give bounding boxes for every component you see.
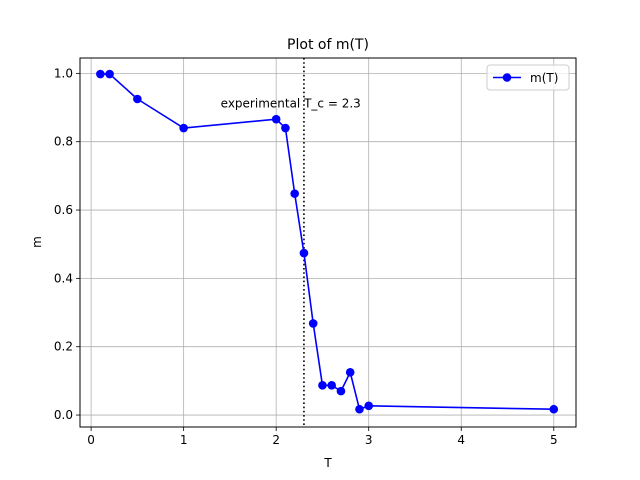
data-point (549, 404, 559, 414)
y-tick-label: 0.2 (54, 340, 73, 354)
legend-label: m(T) (530, 71, 558, 85)
y-tick-label: 0.6 (54, 203, 73, 217)
x-tick-label: 0 (87, 433, 95, 447)
x-axis-label: T (323, 456, 332, 470)
data-point (281, 123, 290, 133)
y-tick-label: 1.0 (54, 66, 73, 80)
data-point (133, 94, 142, 104)
data-point (271, 114, 281, 124)
y-tick-label: 0.4 (54, 271, 73, 285)
legend-marker-swatch (502, 73, 512, 82)
data-point (318, 381, 327, 390)
tc-annotation: experimental T_c = 2.3 (221, 97, 361, 111)
data-point (308, 319, 318, 328)
x-tick-label: 2 (272, 433, 280, 447)
data-point (179, 123, 188, 133)
series-line (100, 73, 554, 411)
data-point (364, 401, 374, 411)
axes-frame (79, 57, 577, 428)
tick-layer: 0 1 2 3 4 5 0.0 0.2 0.4 0.6 0.8 1.0 (54, 66, 558, 447)
y-tick-label: 0.8 (54, 135, 73, 149)
data-point (355, 404, 364, 414)
x-tick-label: 1 (180, 433, 188, 447)
data-point (290, 189, 299, 198)
data-point (327, 381, 337, 390)
x-tick-label: 5 (550, 433, 558, 447)
data-point (96, 69, 105, 79)
legend-box (486, 64, 570, 91)
series-layer (96, 69, 559, 414)
x-tick-label: 3 (365, 433, 373, 447)
legend: m(T) (486, 64, 570, 91)
y-axis-label: m (30, 236, 44, 248)
data-point (105, 69, 114, 79)
data-point (299, 248, 309, 258)
chart-title: Plot of m(T) (287, 37, 369, 53)
x-tick-label: 4 (457, 433, 465, 447)
data-point (336, 386, 346, 396)
data-point (345, 368, 355, 377)
y-tick-label: 0.0 (54, 408, 73, 422)
